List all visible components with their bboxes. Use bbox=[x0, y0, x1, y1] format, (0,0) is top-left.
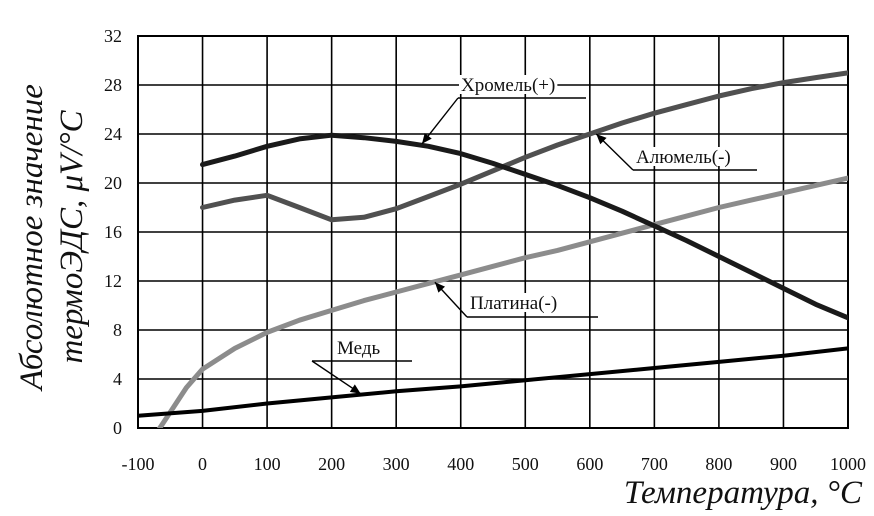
callout-arrowhead bbox=[422, 133, 432, 144]
x-tick-label: 700 bbox=[641, 454, 668, 474]
x-tick-label: 400 bbox=[447, 454, 474, 474]
series-label-backing bbox=[468, 293, 560, 312]
x-axis-label: Температура, °C bbox=[624, 475, 863, 511]
callout-arrowhead bbox=[434, 282, 446, 293]
y-tick-label: 16 bbox=[104, 222, 122, 242]
series-label: Алюмель(-) bbox=[636, 147, 731, 168]
x-tick-label: 100 bbox=[254, 454, 281, 474]
x-tick-label: 0 bbox=[198, 454, 207, 474]
x-tick-label: 1000 bbox=[830, 454, 866, 474]
x-tick-label: 800 bbox=[705, 454, 732, 474]
callout-arrowhead bbox=[349, 384, 361, 394]
x-tick-label: 300 bbox=[383, 454, 410, 474]
series-line bbox=[200, 70, 848, 223]
y-tick-label: 28 bbox=[104, 75, 122, 95]
series-line bbox=[138, 346, 848, 418]
x-tick-label: 900 bbox=[770, 454, 797, 474]
y-tick-label: 8 bbox=[113, 320, 122, 340]
y-tick-label: 24 bbox=[104, 124, 122, 144]
y-tick-label: 0 bbox=[113, 418, 122, 438]
series-label-backing bbox=[459, 75, 558, 94]
series-line bbox=[156, 175, 848, 428]
series-label-backing bbox=[634, 147, 733, 166]
tick-labels: -100 0 100 200 300 400 500 600 700 800 900 10000481… bbox=[104, 26, 866, 474]
y-tick-label: 20 bbox=[104, 173, 122, 193]
annotations: Хромель(+) Алюмель(-) Платина(-) Медь bbox=[311, 75, 757, 395]
y-tick-label: 12 bbox=[104, 271, 122, 291]
y-tick-label: 4 bbox=[113, 369, 122, 389]
series-label: Платина(-) bbox=[470, 293, 557, 314]
series-label: Медь bbox=[337, 338, 380, 359]
y-axis-label-line2: термоЭДС, μV/°C bbox=[54, 109, 90, 363]
y-axis-label-line1: Абсолютное значение bbox=[14, 84, 50, 392]
callout-arrowhead bbox=[596, 134, 607, 145]
x-tick-label: -100 bbox=[122, 454, 155, 474]
plot-frame bbox=[137, 35, 849, 429]
series-label: Хромель(+) bbox=[461, 75, 555, 96]
series-label-backing bbox=[335, 338, 383, 357]
series-curves bbox=[138, 70, 848, 428]
x-tick-label: 200 bbox=[318, 454, 345, 474]
series-line bbox=[200, 132, 848, 321]
x-tick-label: 500 bbox=[512, 454, 539, 474]
y-tick-label: 32 bbox=[104, 26, 122, 46]
grid bbox=[137, 35, 849, 429]
x-tick-label: 600 bbox=[576, 454, 603, 474]
